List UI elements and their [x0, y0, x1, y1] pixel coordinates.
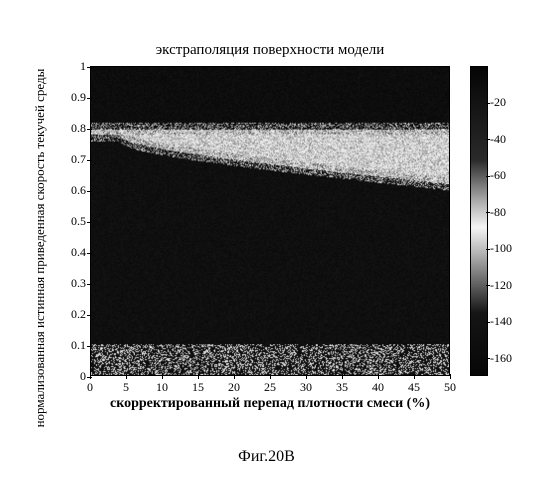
x-tick: 10 — [150, 380, 174, 395]
y-tick: 0.4 — [56, 245, 86, 260]
colorbar-tick: -80 — [490, 205, 526, 220]
colorbar-canvas — [471, 67, 487, 375]
x-tick: 20 — [222, 380, 246, 395]
heatmap-plot — [90, 66, 450, 376]
y-tick: 1 — [56, 59, 86, 74]
colorbar — [470, 66, 488, 376]
y-axis-label: нормализованная истинная приведенная ско… — [32, 18, 48, 478]
figure: экстраполяция поверхности модели нормали… — [0, 0, 533, 500]
y-tick: 0.6 — [56, 183, 86, 198]
x-tick: 30 — [294, 380, 318, 395]
x-tick: 45 — [402, 380, 426, 395]
x-tick: 35 — [330, 380, 354, 395]
y-tick: 0.2 — [56, 307, 86, 322]
colorbar-tick: -20 — [490, 95, 526, 110]
chart-title: экстраполяция поверхности модели — [90, 42, 450, 59]
x-tick: 50 — [438, 380, 462, 395]
x-tick: 0 — [78, 380, 102, 395]
x-axis-label: скорректированный перепад плотности смес… — [90, 396, 450, 412]
x-tick: 40 — [366, 380, 390, 395]
colorbar-tick: -40 — [490, 132, 526, 147]
colorbar-tick: -100 — [490, 241, 526, 256]
y-tick: 0.9 — [56, 90, 86, 105]
heatmap-canvas — [91, 67, 449, 375]
colorbar-tick: -60 — [490, 168, 526, 183]
colorbar-tick: -160 — [490, 351, 526, 366]
x-tick: 15 — [186, 380, 210, 395]
colorbar-tick: -120 — [490, 278, 526, 293]
x-tick: 5 — [114, 380, 138, 395]
figure-caption: Фиг.20В — [0, 448, 533, 466]
x-tick: 25 — [258, 380, 282, 395]
colorbar-tick: -140 — [490, 314, 526, 329]
y-tick: 0.1 — [56, 338, 86, 353]
y-tick: 0.5 — [56, 214, 86, 229]
y-tick: 0.7 — [56, 152, 86, 167]
y-tick: 0.3 — [56, 276, 86, 291]
y-tick: 0.8 — [56, 121, 86, 136]
